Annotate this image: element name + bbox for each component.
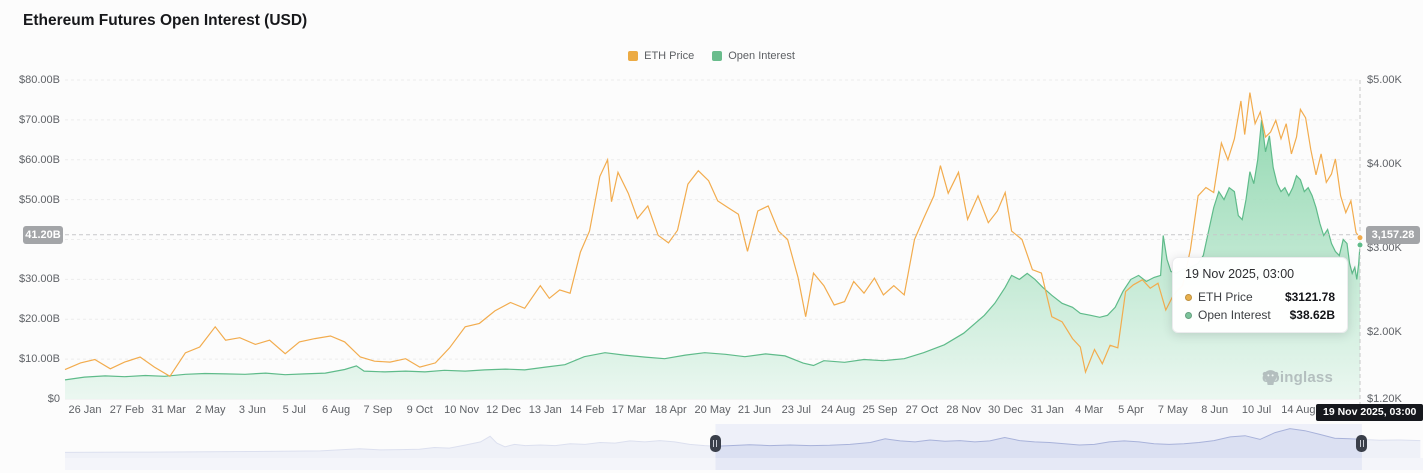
x-axis-label: 14 Aug	[1281, 404, 1316, 416]
tooltip-series-label: Open Interest	[1198, 308, 1271, 322]
page-title: Ethereum Futures Open Interest (USD)	[23, 12, 308, 29]
x-axis-label: 6 Aug	[321, 404, 351, 416]
tooltip-series-label: ETH Price	[1198, 290, 1253, 304]
x-axis-label: 10 Jul	[1241, 404, 1272, 416]
x-axis-label: 20 May	[694, 404, 731, 416]
y-axis-left-label: $70.00B	[19, 113, 60, 126]
tooltip-series-value: $38.62B	[1289, 308, 1335, 322]
x-axis-label: 27 Feb	[109, 404, 144, 416]
y-axis-left-label: $60.00B	[19, 153, 60, 166]
tooltip-series-dot-icon	[1185, 293, 1192, 301]
y-axis-right-label: $3.00K	[1367, 241, 1402, 254]
y-axis-left-label: $80.00B	[19, 74, 60, 86]
navigator-right-handle[interactable]	[1356, 435, 1368, 452]
x-axis-label: 25 Sep	[862, 404, 898, 416]
crosshair-left-value-badge: 41.20B	[23, 226, 63, 244]
coinglass-watermark: coinglass	[1262, 369, 1333, 386]
legend-swatch	[628, 51, 639, 61]
x-axis-label: 4 Mar	[1075, 404, 1104, 416]
tooltip-row-open-interest: Open Interest $38.62B	[1185, 308, 1335, 322]
tooltip-row-eth-price: ETH Price $3121.78	[1185, 290, 1335, 304]
x-axis-label: 2 May	[195, 404, 226, 416]
chart-legend: ETH Price Open Interest	[0, 50, 1423, 62]
series-end-markers	[1356, 234, 1364, 249]
x-axis-label: 5 Apr	[1118, 404, 1144, 416]
chart-tooltip: 19 Nov 2025, 03:00 ETH Price $3121.78 Open…	[1172, 257, 1348, 333]
tooltip-timestamp: 19 Nov 2025, 03:00	[1185, 267, 1295, 281]
x-axis-label: 30 Dec	[988, 404, 1023, 416]
x-axis-label: 18 Apr	[654, 404, 687, 416]
x-axis-label: 24 Aug	[820, 404, 856, 416]
crosshair-date-badge: 19 Nov 2025, 03:00	[1316, 404, 1423, 421]
x-axis-label: 28 Nov	[946, 404, 982, 416]
y-axis-right-label: $1.20K	[1367, 393, 1402, 405]
y-axis-left-label: $0	[47, 393, 60, 405]
legend-label: ETH Price	[644, 50, 695, 62]
y-axis-left-label: $10.00B	[19, 353, 60, 366]
x-axis-label: 12 Dec	[485, 404, 521, 416]
legend-item-eth-price[interactable]: ETH Price	[628, 50, 694, 62]
eth-price-line-series	[64, 92, 1361, 378]
x-axis-label: 14 Feb	[569, 404, 605, 416]
y-axis-left-label: $50.00B	[19, 193, 60, 206]
coinglass-gorilla-logo-icon	[1262, 370, 1279, 385]
x-axis-label: 8 Jun	[1201, 404, 1229, 416]
x-axis-label: 21 Jun	[737, 404, 771, 416]
y-axis-right-label: $2.00K	[1367, 325, 1402, 338]
x-axis-label: 10 Nov	[444, 404, 479, 416]
main-chart-plot	[64, 79, 1364, 420]
x-axis-label: 9 Oct	[406, 404, 433, 416]
crosshair	[65, 80, 1361, 420]
navigator-left-handle[interactable]	[709, 435, 721, 452]
x-axis-label: 26 Jan	[68, 404, 102, 416]
y-axis-right-label: $5.00K	[1367, 74, 1402, 86]
y-axis-left-label: $30.00B	[19, 273, 60, 286]
x-axis-label: 23 Jul	[781, 404, 811, 416]
open-interest-area-series	[65, 119, 1360, 400]
open-interest-line	[64, 119, 1361, 381]
tooltip-series-dot-icon	[1185, 311, 1192, 319]
x-axis-label: 7 Sep	[363, 404, 393, 416]
x-axis-label: 13 Jan	[528, 404, 562, 416]
x-axis-label: 3 Jun	[238, 404, 266, 416]
tooltip-series-value: $3121.78	[1284, 290, 1335, 304]
navigator-mini-chart[interactable]	[64, 424, 1423, 471]
x-axis-label: 27 Oct	[905, 404, 938, 416]
legend-swatch	[712, 51, 723, 61]
tooltip-rows: ETH Price $3121.78 Open Interest $38.62B	[1185, 290, 1335, 322]
y-axis-right-label: $4.00K	[1367, 157, 1402, 170]
x-axis-label: 31 Mar	[151, 404, 186, 416]
legend-label: Open Interest	[728, 50, 795, 62]
legend-item-open-interest[interactable]: Open Interest	[712, 50, 795, 62]
coinglass-watermark-text: coinglass	[1262, 369, 1333, 386]
x-axis-label: 31 Jan	[1030, 404, 1064, 416]
y-axis-left-label: $20.00B	[19, 313, 60, 326]
crosshair-right-value-badge: 3,157.28	[1366, 226, 1420, 244]
x-axis-label: 5 Jul	[282, 404, 306, 416]
x-axis-label: 17 Mar	[611, 404, 647, 416]
x-axis-label: 7 May	[1157, 404, 1188, 416]
